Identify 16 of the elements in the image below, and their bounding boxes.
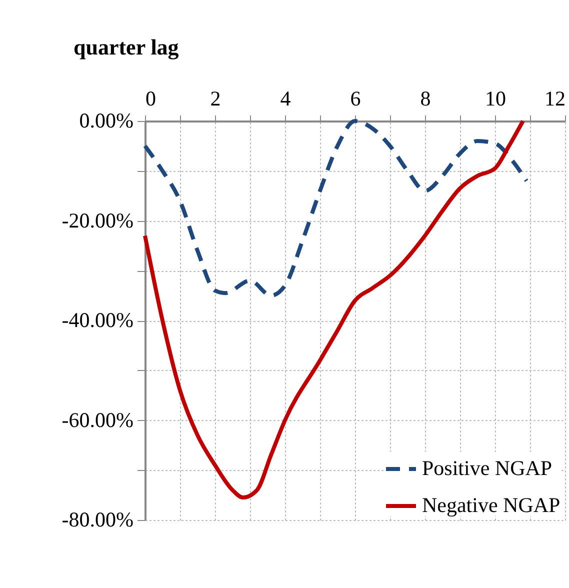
line-series: [143, 119, 528, 298]
y-tick-label: -20.00%: [62, 208, 134, 232]
x-tick-label: 10: [485, 86, 506, 110]
x-tick-label: 2: [210, 86, 221, 110]
legend-label: Negative NGAP: [422, 493, 560, 517]
y-tick-label: -80.00%: [62, 508, 134, 532]
x-tick-label: 12: [544, 86, 566, 110]
x-tick-label: 4: [280, 86, 292, 110]
legend-label: Positive NGAP: [422, 456, 552, 480]
x-tick-label: 0: [146, 86, 156, 110]
y-tick-label: 0.00%: [79, 108, 134, 132]
x-tick-label: 8: [420, 86, 431, 110]
y-tick-label: -60.00%: [62, 408, 134, 432]
x-axis-title: quarter lag: [74, 34, 179, 60]
x-tick-label: 6: [350, 86, 361, 110]
y-tick-label: -40.00%: [62, 308, 134, 332]
